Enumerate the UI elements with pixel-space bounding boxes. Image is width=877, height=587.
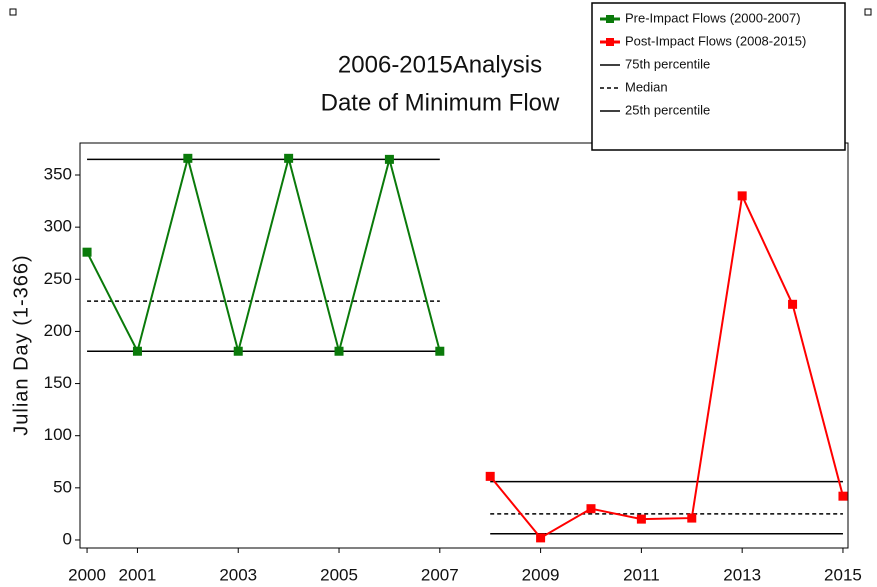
data-point — [284, 153, 294, 163]
corner-marker — [9, 8, 17, 16]
x-tick-label: 2009 — [522, 565, 560, 584]
chart-subtitle: Date of Minimum Flow — [321, 89, 560, 116]
legend-label: Post-Impact Flows (2008-2015) — [625, 33, 806, 48]
data-point — [485, 471, 495, 481]
y-axis-label: Julian Day (1-366) — [10, 254, 32, 435]
x-tick-label: 2005 — [320, 565, 358, 584]
data-point — [435, 346, 445, 356]
legend-label: 25th percentile — [625, 102, 710, 117]
data-point — [82, 247, 92, 257]
legend-marker — [606, 38, 614, 46]
x-tick-label: 2001 — [119, 565, 157, 584]
legend-label: Median — [625, 79, 668, 94]
legend-box — [591, 2, 846, 151]
data-point — [536, 533, 546, 543]
x-tick-label: 2003 — [219, 565, 257, 584]
data-point — [788, 299, 798, 309]
chart-title: 2006-2015Analysis — [338, 51, 542, 78]
plot-frame — [79, 142, 849, 549]
series-line — [86, 154, 441, 356]
y-tick-label: 200 — [44, 321, 72, 340]
data-point — [586, 504, 596, 514]
data-point — [132, 346, 142, 356]
y-tick-label: 250 — [44, 269, 72, 288]
y-tick-label: 50 — [53, 477, 72, 496]
x-tick-label: 2013 — [723, 565, 761, 584]
data-point — [183, 153, 193, 163]
legend-label: 75th percentile — [625, 56, 710, 71]
x-tick-label: 2015 — [824, 565, 862, 584]
data-point — [384, 154, 394, 164]
legend-marker — [606, 15, 614, 23]
y-tick-label: 300 — [44, 217, 72, 236]
x-tick-label: 2011 — [623, 565, 660, 584]
corner-marker — [864, 8, 872, 16]
y-tick-label: 100 — [44, 425, 72, 444]
data-point — [737, 191, 747, 201]
y-tick-label: 350 — [44, 164, 72, 183]
x-tick-label: 2007 — [421, 565, 459, 584]
legend-label: Pre-Impact Flows (2000-2007) — [625, 10, 801, 25]
data-point — [233, 346, 243, 356]
data-point — [636, 514, 646, 524]
y-tick-label: 150 — [44, 373, 72, 392]
data-point — [334, 346, 344, 356]
x-tick-label: 2000 — [68, 565, 106, 584]
series-line — [489, 192, 844, 540]
data-point — [838, 491, 848, 501]
data-point — [687, 513, 697, 523]
y-tick-label: 0 — [63, 529, 72, 548]
